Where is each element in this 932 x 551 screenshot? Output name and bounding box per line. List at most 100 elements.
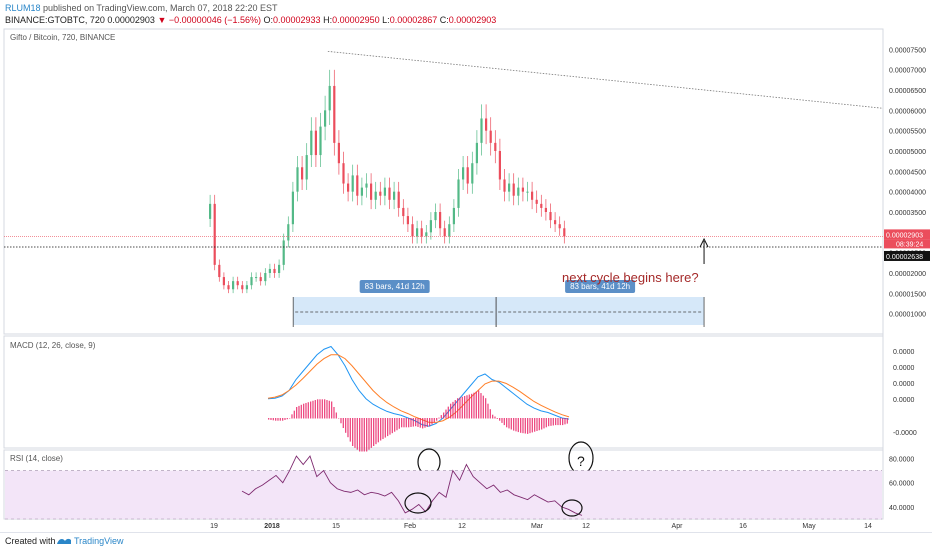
resistance-trendline — [327, 50, 884, 109]
candle-body — [319, 126, 322, 156]
candle-body — [475, 142, 478, 164]
macd-histogram-bar — [300, 404, 302, 419]
macd-histogram-bar — [286, 418, 288, 420]
macd-histogram-bar — [508, 418, 510, 429]
macd-histogram-bar — [517, 418, 519, 433]
candle-body — [439, 212, 442, 229]
candle-body — [337, 142, 340, 164]
candle-body — [526, 191, 529, 193]
rsi-tick-label: 80.0000 — [889, 456, 914, 463]
macd-histogram-bar — [289, 418, 291, 419]
candle-body — [503, 179, 506, 192]
candle-body — [218, 264, 221, 278]
macd-histogram-bar — [310, 401, 312, 419]
macd-histogram-bar — [328, 400, 330, 419]
candle-body — [425, 232, 428, 237]
macd-histogram-bar — [494, 416, 496, 419]
candle-body — [310, 130, 313, 156]
macd-histogram-bar — [461, 396, 463, 419]
date-range-label-bg — [565, 280, 636, 293]
macd-histogram-bar — [466, 395, 468, 419]
macd-histogram-bar — [382, 418, 384, 440]
chart-area[interactable]: 0.00007500 0.00007000 0.00006500 0.00006000… — [0, 27, 932, 532]
close-label: C: — [439, 15, 449, 25]
open-value: 0.00002933 — [273, 15, 321, 25]
macd-histogram-bar — [492, 414, 494, 419]
candle-body — [462, 167, 465, 180]
candle-body — [485, 118, 488, 131]
candle-body — [466, 167, 469, 184]
time-tick-label: May — [802, 523, 816, 530]
date-range-box — [293, 297, 497, 325]
macd-histogram-bar — [501, 418, 503, 423]
macd-histogram-bar — [468, 394, 470, 419]
time-tick-label: Mar — [531, 523, 544, 530]
candle-body — [342, 163, 345, 184]
macd-histogram-bar — [550, 418, 552, 426]
candle-body — [448, 224, 451, 237]
macd-histogram-bar — [450, 403, 452, 419]
candle-body — [558, 224, 561, 229]
candle-body — [512, 183, 515, 196]
macd-histogram-bar — [436, 418, 438, 421]
macd-histogram-bar — [445, 409, 447, 419]
annotation-text: next cycle begins here? — [562, 270, 699, 285]
macd-chart-title: MACD (12, 26, close, 9) — [10, 341, 96, 350]
macd-histogram-bar — [284, 418, 286, 420]
candle-body — [282, 240, 285, 265]
candle-body — [291, 191, 294, 225]
macd-histogram-bar — [270, 418, 272, 420]
macd-histogram-bar — [566, 418, 568, 424]
candle-body — [544, 207, 547, 212]
macd-histogram-bar — [447, 406, 449, 419]
macd-histogram-bar — [370, 418, 372, 448]
candle-body — [305, 155, 308, 180]
macd-histogram-bar — [454, 400, 456, 419]
candle-body — [402, 207, 405, 217]
candle-body — [314, 130, 317, 156]
candle-body — [356, 175, 359, 196]
macd-histogram-bar — [321, 399, 323, 419]
macd-histogram-bar — [359, 418, 361, 452]
time-tick-label: 19 — [210, 523, 218, 530]
macd-histogram-bar — [489, 409, 491, 419]
time-tick-label: 2018 — [264, 523, 280, 530]
macd-histogram-bar — [396, 418, 398, 431]
candle-body — [434, 212, 437, 221]
macd-histogram-bar — [342, 418, 344, 429]
author-link[interactable]: RLUM18 — [5, 3, 41, 13]
tradingview-logo-icon[interactable] — [56, 535, 72, 547]
high-value: 0.00002950 — [332, 15, 380, 25]
macd-histogram-bar — [534, 418, 536, 432]
down-arrow-icon: ▼ — [157, 15, 167, 25]
candle-body — [222, 277, 225, 286]
candle-body — [383, 187, 386, 196]
chart-svg[interactable]: 0.00007500 0.00007000 0.00006500 0.00006000… — [0, 27, 932, 532]
macd-histogram-bar — [555, 418, 557, 426]
macd-histogram-bar — [459, 397, 461, 419]
candle-body — [255, 277, 258, 279]
macd-histogram-bar — [405, 418, 407, 428]
macd-histogram-bar — [296, 407, 298, 419]
candle-body — [236, 281, 239, 286]
macd-histogram-bar — [564, 418, 566, 425]
macd-histogram-bar — [520, 418, 522, 433]
created-with-text: Created with — [5, 536, 56, 546]
macd-histogram-bar — [410, 418, 412, 427]
high-label: H: — [323, 15, 333, 25]
macd-histogram-bar — [440, 415, 442, 419]
candle-body — [347, 183, 350, 192]
candle-body — [278, 264, 281, 273]
macd-histogram-bar — [471, 393, 473, 419]
macd-histogram-bar — [282, 418, 284, 421]
macd-histogram-bar — [522, 418, 524, 434]
last-price-tag — [884, 229, 930, 240]
candle-body — [494, 142, 497, 151]
change-value: −0.00000046 (−1.56%) — [168, 15, 261, 25]
macd-histogram-bar — [319, 399, 321, 419]
macd-histogram-bar — [429, 418, 431, 427]
macd-histogram-bar — [529, 418, 531, 434]
tradingview-brand-link[interactable]: TradingView — [74, 536, 124, 546]
macd-histogram-bar — [557, 418, 559, 426]
macd-histogram-bar — [293, 410, 295, 419]
